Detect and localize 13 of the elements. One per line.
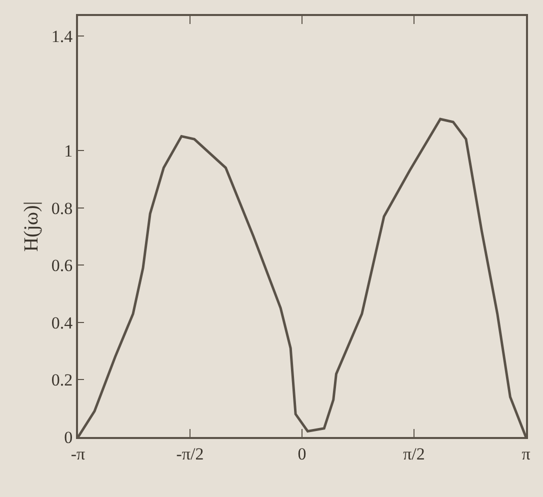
x-tick-label: 0 [298,444,306,464]
y-tick-label: 0.2 [51,370,73,390]
y-tick-label: 0.8 [51,198,73,218]
y-axis-title: H(jω)| [20,201,42,252]
x-tick-label: -π [70,444,86,464]
y-tick-label: 0 [64,428,73,447]
x-tick-label: -π/2 [176,444,204,464]
y-tick-label: 1 [64,142,73,161]
y-tick-label: 0.4 [51,313,74,332]
y-tick-label: 1.4 [51,27,74,46]
y-tick-label: 0.6 [51,256,73,276]
x-tick-label: π [522,444,531,464]
x-tick-label: π/2 [403,444,425,464]
